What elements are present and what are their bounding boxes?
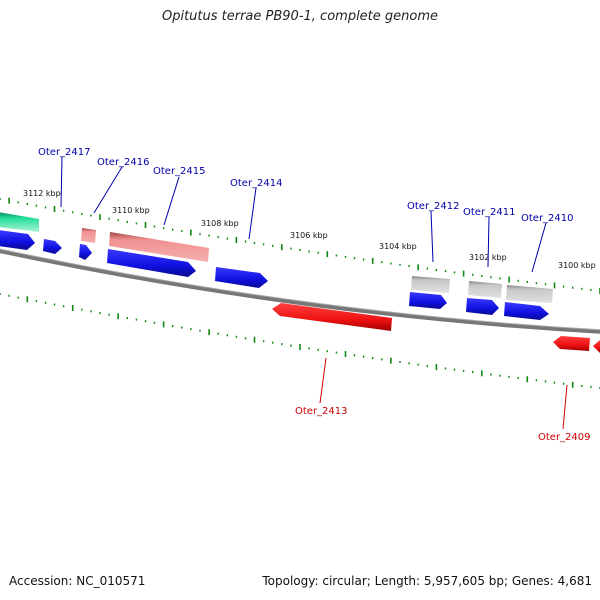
blue-gene <box>79 244 92 260</box>
gene-label-oter-2413[interactable]: Oter_2413 <box>295 406 348 417</box>
red-gene-oter-2409 <box>553 336 590 351</box>
red-gene-oter-2413 <box>272 303 392 331</box>
gray-feature-oter-2411 <box>468 281 502 298</box>
blue-gene-oter-2415 <box>107 249 196 277</box>
inner-tick-row <box>0 293 600 389</box>
outer-tick-row <box>0 197 600 294</box>
gene-label-oter-2416[interactable]: Oter_2416 <box>97 157 150 168</box>
gene-label-oter-2417[interactable]: Oter_2417 <box>38 147 91 158</box>
gene-label-oter-2410[interactable]: Oter_2410 <box>521 213 574 224</box>
gene-label-oter-2415[interactable]: Oter_2415 <box>153 166 206 177</box>
accession-text: Accession: NC_010571 <box>9 574 146 588</box>
gene-label-oter-2411[interactable]: Oter_2411 <box>463 207 516 218</box>
reverse-gene-labels: Oter_2413 Oter_2409 <box>295 406 591 443</box>
red-gene <box>593 340 600 353</box>
blue-gene <box>0 230 35 250</box>
blue-gene-oter-2412 <box>409 292 447 309</box>
green-feature <box>0 212 39 232</box>
pink-feature-small <box>81 228 96 243</box>
gene-label-oter-2412[interactable]: Oter_2412 <box>407 201 460 212</box>
gray-feature-oter-2410 <box>506 285 553 303</box>
scale-label: 3100 kbp <box>558 261 596 270</box>
blue-gene <box>43 239 62 254</box>
pink-feature-oter-2415 <box>109 232 209 262</box>
gray-feature-oter-2412 <box>411 276 450 293</box>
gene-label-oter-2414[interactable]: Oter_2414 <box>230 178 283 189</box>
genome-backbone <box>0 249 600 334</box>
reverse-leader-lines <box>319 357 568 430</box>
scale-label: 3106 kbp <box>290 231 328 240</box>
blue-gene-oter-2414 <box>215 267 268 288</box>
scale-label: 3112 kbp <box>23 189 61 198</box>
blue-gene-oter-2411 <box>466 298 499 315</box>
map-title: Opitutus terrae PB90-1, complete genome <box>161 9 439 24</box>
scale-label: 3104 kbp <box>379 242 417 251</box>
forward-leader-lines <box>60 156 547 273</box>
blue-gene-oter-2410 <box>504 302 549 320</box>
gene-label-oter-2409[interactable]: Oter_2409 <box>538 432 591 443</box>
scale-label: 3110 kbp <box>112 206 150 215</box>
forward-gene-labels: Oter_2417 Oter_2416 Oter_2415 Oter_2414 … <box>38 147 574 224</box>
scale-label: 3108 kbp <box>201 219 239 228</box>
topology-text: Topology: circular; Length: 5,957,605 bp… <box>262 574 592 588</box>
